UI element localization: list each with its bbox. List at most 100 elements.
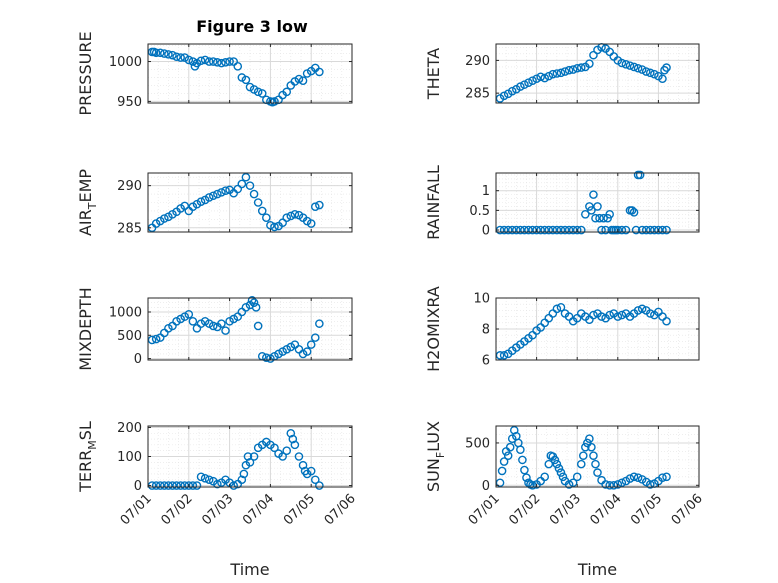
data-point (591, 213, 600, 223)
y-axis-label-subscript: M (86, 440, 99, 450)
y-axis-label-main: H2OMIXRA (424, 286, 443, 372)
data-point (298, 76, 308, 85)
data-point (587, 206, 596, 215)
y-tick-label: 10 (473, 292, 490, 307)
data-point (249, 298, 259, 307)
y-tick-label: 200 (117, 421, 142, 436)
data-point (637, 304, 647, 314)
data-point (516, 225, 525, 235)
data-point (151, 334, 161, 344)
data-point (253, 87, 263, 97)
y-axis-label: H2OMIXRA (424, 286, 443, 372)
data-point (554, 464, 564, 473)
data-point (550, 455, 560, 465)
data-point (662, 316, 671, 326)
data-point (599, 213, 608, 223)
data-point (217, 188, 226, 197)
y-axis-label: THETA (424, 48, 443, 100)
data-point (593, 202, 602, 211)
data-point (532, 225, 541, 235)
data-point (662, 472, 671, 482)
data-point (560, 225, 570, 235)
y-axis-label-subscript: T (86, 202, 99, 210)
data-point (245, 458, 255, 467)
data-point (645, 225, 655, 235)
data-point (278, 452, 287, 461)
y-tick-label: 290 (465, 54, 490, 69)
data-point (188, 317, 198, 326)
data-point (662, 225, 671, 235)
axes-box (495, 43, 700, 104)
data-point (270, 443, 279, 453)
data-point (658, 473, 667, 482)
y-tick-label: 285 (465, 87, 490, 102)
data-point (507, 225, 517, 235)
axes-box (147, 43, 353, 104)
data-point (522, 473, 531, 482)
y-axis-label: MIXDEPTH (76, 287, 95, 370)
data-point (585, 434, 594, 444)
data-point (658, 74, 667, 84)
data-point (266, 220, 275, 230)
data-point (172, 481, 181, 490)
data-point (499, 351, 509, 360)
data-point (589, 310, 598, 320)
y-tick-label: 8 (482, 323, 490, 338)
data-point (290, 209, 300, 219)
data-point (164, 481, 173, 490)
data-point (591, 459, 600, 469)
data-point (247, 296, 257, 305)
data-point (645, 309, 655, 318)
y-tick-label: 0 (134, 479, 142, 494)
y-tick-label: 290 (117, 179, 142, 194)
data-point (257, 206, 267, 216)
data-point (160, 214, 169, 223)
data-point (213, 58, 222, 67)
data-point (180, 201, 190, 211)
data-point (544, 225, 554, 235)
data-point (589, 50, 598, 60)
data-point (605, 209, 614, 219)
y-tick-label: 285 (117, 221, 142, 236)
data-point (637, 225, 647, 235)
y-tick-label: 6 (482, 354, 490, 369)
data-point (208, 321, 218, 331)
data-point (589, 190, 598, 199)
data-point (587, 442, 596, 452)
data-point (633, 473, 643, 482)
data-point (505, 442, 515, 452)
data-point (613, 312, 623, 321)
y-axis-label: SUNFLUX (424, 421, 447, 492)
data-point (576, 63, 586, 72)
y-tick-label: 1 (482, 184, 490, 199)
axes-box (147, 297, 353, 361)
data-point (518, 455, 527, 465)
data-point (593, 468, 602, 477)
y-tick-label: 1000 (109, 55, 142, 70)
data-point (221, 58, 230, 67)
data-point (192, 481, 202, 490)
y-tick-label: 1000 (109, 305, 142, 320)
data-point (282, 213, 292, 222)
y-axis-label-main: SUN (424, 458, 443, 492)
data-point (184, 310, 194, 319)
data-point (176, 481, 185, 490)
data-point (631, 225, 641, 235)
y-axis-label-subscript: F (434, 452, 447, 458)
data-point (507, 86, 517, 96)
data-point (516, 445, 525, 455)
y-tick-label: 0 (134, 352, 142, 367)
data-point (556, 68, 566, 78)
data-point (564, 65, 574, 75)
data-point (520, 225, 529, 235)
data-point (172, 52, 181, 62)
data-point (196, 56, 206, 66)
data-point (601, 480, 610, 489)
data-point (253, 198, 263, 207)
data-point (627, 206, 637, 215)
data-point (552, 225, 562, 235)
data-point (516, 82, 525, 91)
data-point (597, 312, 606, 321)
